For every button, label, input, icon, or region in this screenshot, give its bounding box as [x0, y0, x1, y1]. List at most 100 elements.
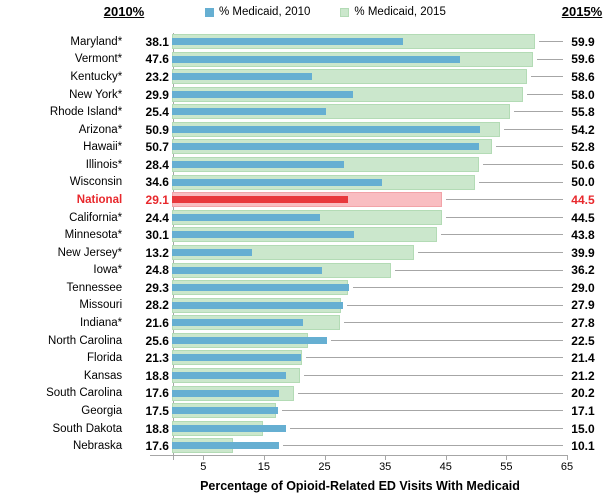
leader-line — [417, 251, 564, 253]
bar-2010 — [171, 161, 344, 169]
plot-cell — [171, 402, 564, 420]
bar-2010 — [171, 213, 320, 221]
bar-2010 — [171, 55, 461, 63]
value-2015: 20.2 — [571, 386, 595, 401]
value-2010: 18.8 — [145, 421, 169, 436]
value-2015: 59.9 — [571, 34, 595, 49]
value-2010: 38.1 — [145, 34, 169, 49]
state-label: New York* — [69, 88, 123, 101]
value-2010: 24.8 — [145, 263, 169, 278]
x-axis-tick — [385, 456, 387, 460]
state-label: South Dakota — [52, 422, 123, 435]
legend-swatch-2015-icon — [340, 7, 350, 17]
chart-row: Tennessee 29.3 29.0 — [0, 279, 611, 297]
plot-cell — [171, 244, 564, 262]
chart-row: Maryland* 38.1 59.9 — [0, 33, 611, 51]
value-2010: 18.8 — [145, 368, 169, 383]
plot-cell — [171, 262, 564, 280]
state-label: North Carolina — [48, 334, 123, 347]
x-axis-tick — [567, 456, 568, 460]
chart-row: Iowa* 24.8 36.2 — [0, 262, 611, 280]
chart-row: Georgia 17.5 17.1 — [0, 402, 611, 420]
value-2010: 13.2 — [145, 245, 169, 260]
y-axis-line — [173, 33, 174, 456]
state-label: Maryland* — [70, 35, 123, 48]
x-axis-tick-label: 5 — [200, 461, 207, 473]
value-2015: 50.6 — [571, 157, 595, 172]
bar-2010 — [171, 301, 343, 309]
state-label: California* — [69, 211, 123, 224]
state-label: Hawaii* — [83, 141, 123, 154]
plot-cell — [171, 33, 564, 51]
chart-row: South Dakota 18.8 15.0 — [0, 420, 611, 438]
bar-2010 — [171, 389, 279, 397]
bar-2010 — [171, 266, 323, 274]
leader-line — [441, 234, 564, 236]
leader-line — [353, 287, 564, 289]
bar-2010 — [171, 178, 382, 186]
x-axis-tick — [203, 456, 205, 460]
x-axis-tick-label: 25 — [318, 461, 331, 473]
legend: % Medicaid, 2010 % Medicaid, 2015 — [205, 6, 446, 18]
plot-cell — [171, 209, 564, 227]
value-2010: 47.6 — [145, 52, 169, 67]
bar-2010 — [171, 319, 303, 327]
chart-row: New York* 29.9 58.0 — [0, 86, 611, 104]
chart-row: North Carolina 25.6 22.5 — [0, 332, 611, 350]
chart-row: Rhode Island* 25.4 55.8 — [0, 103, 611, 121]
legend-swatch-2010-icon — [205, 7, 214, 17]
bar-2010 — [171, 73, 313, 81]
value-2010: 50.7 — [145, 140, 169, 155]
value-2015: 27.8 — [571, 316, 595, 331]
value-2010: 21.3 — [145, 351, 169, 366]
x-axis-tick — [445, 456, 447, 460]
value-2015: 22.5 — [571, 333, 595, 348]
bar-2010 — [171, 108, 326, 116]
x-axis-tick-label: 45 — [439, 461, 452, 473]
leader-line — [514, 111, 564, 113]
value-2015: 10.1 — [571, 439, 595, 454]
plot-cell — [171, 279, 564, 297]
chart-row: National 29.1 44.5 — [0, 191, 611, 209]
leader-line — [531, 76, 564, 78]
bar-2010 — [171, 284, 350, 292]
leader-line — [445, 216, 564, 218]
state-label: Arizona* — [78, 123, 123, 136]
leader-line — [289, 427, 564, 429]
bar-2010 — [171, 231, 355, 239]
x-axis-tick — [324, 456, 326, 460]
chart-row: Kentucky* 23.2 58.6 — [0, 68, 611, 86]
plot-cell — [171, 385, 564, 403]
state-label: Kansas — [83, 369, 123, 382]
legend-item-2010: % Medicaid, 2010 — [205, 6, 310, 18]
bar-2010 — [171, 354, 301, 362]
plot-cell — [171, 349, 564, 367]
bar-2010 — [171, 248, 252, 256]
plot-cell — [171, 156, 564, 174]
value-2015: 50.0 — [571, 175, 595, 190]
value-2010: 29.1 — [145, 192, 169, 207]
value-2015: 59.6 — [571, 52, 595, 67]
value-2015: 17.1 — [571, 403, 595, 418]
value-2015: 39.9 — [571, 245, 595, 260]
value-2015: 15.0 — [571, 421, 595, 436]
x-axis-tick — [506, 456, 508, 460]
legend-label-2015: % Medicaid, 2015 — [354, 6, 446, 18]
bar-2010 — [171, 125, 481, 133]
bar-2010 — [171, 90, 354, 98]
plot-cell — [171, 51, 564, 69]
value-2010: 29.3 — [145, 280, 169, 295]
value-2010: 29.9 — [145, 87, 169, 102]
plot-cell — [171, 437, 564, 455]
chart-row: Vermont* 47.6 59.6 — [0, 51, 611, 69]
plot-cell — [171, 68, 564, 86]
bar-2010 — [171, 407, 278, 415]
plot-cell — [171, 86, 564, 104]
state-label: Iowa* — [93, 264, 123, 277]
plot-cell — [171, 138, 564, 156]
value-2010: 28.2 — [145, 298, 169, 313]
plot-cell — [171, 297, 564, 315]
state-label: Indiana* — [79, 317, 123, 330]
chart-row: Hawaii* 50.7 52.8 — [0, 138, 611, 156]
chart-row: Nebraska 17.6 10.1 — [0, 437, 611, 455]
